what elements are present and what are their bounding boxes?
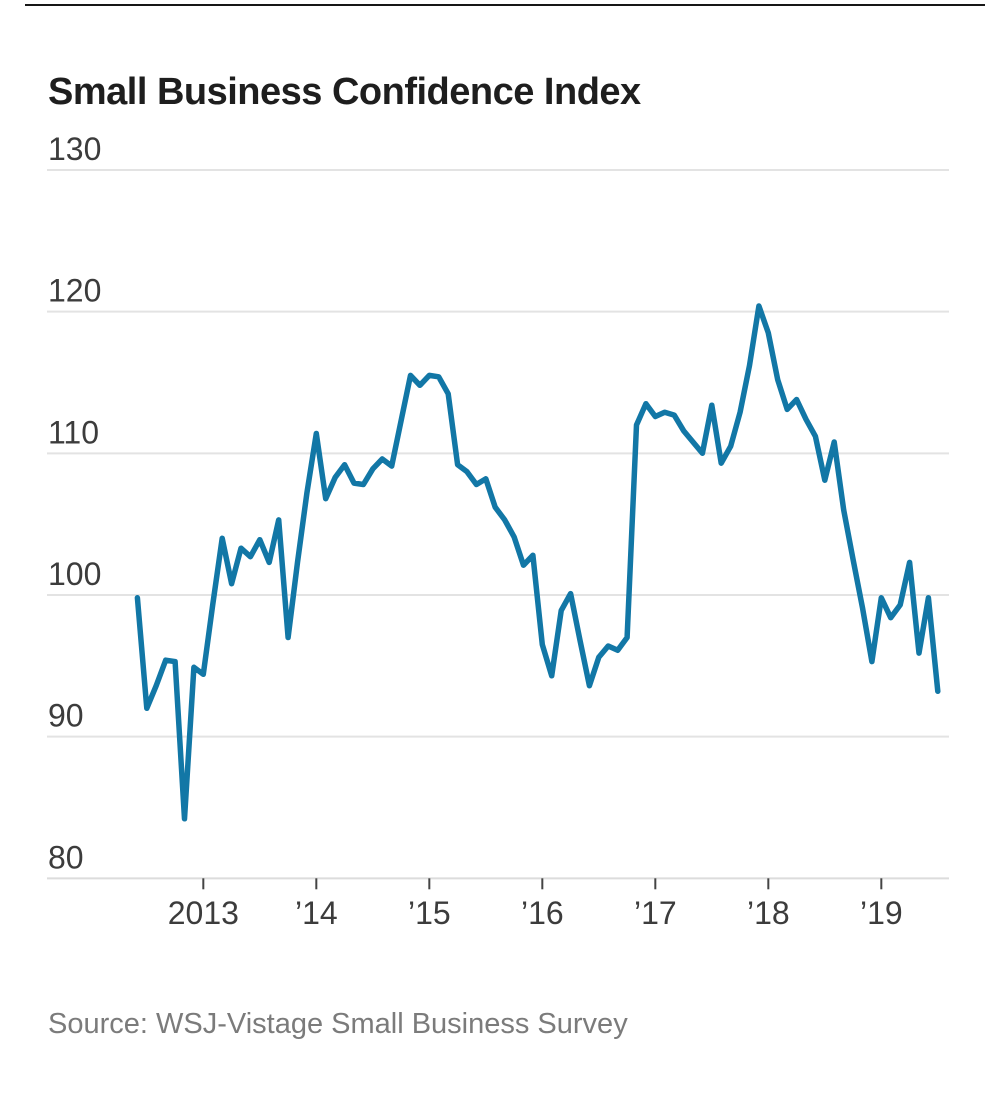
y-axis-label-120: 120: [48, 273, 101, 309]
y-axis-label-110: 110: [48, 414, 99, 450]
y-axis-label-80: 80: [48, 839, 84, 875]
x-axis-label-’18: ’18: [747, 895, 790, 931]
y-axis-label-130: 130: [48, 131, 101, 167]
x-axis-label-’14: ’14: [295, 895, 338, 931]
y-axis-label-100: 100: [48, 556, 101, 592]
top-rule: [25, 4, 985, 6]
x-axis-label-’16: ’16: [521, 895, 564, 931]
source-note: Source: WSJ-Vistage Small Business Surve…: [48, 1008, 628, 1040]
confidence-line-series: [134, 303, 941, 822]
x-axis-label-’17: ’17: [634, 895, 677, 931]
x-axis-label-2013: 2013: [168, 895, 239, 931]
y-axis-label-90: 90: [48, 698, 84, 734]
x-axis-label-’15: ’15: [408, 895, 451, 931]
chart-title: Small Business Confidence Index: [48, 71, 641, 114]
x-axis-label-’19: ’19: [860, 895, 903, 931]
